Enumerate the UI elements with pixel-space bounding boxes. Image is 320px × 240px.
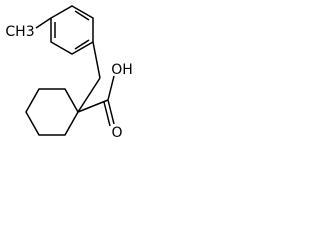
carboxyl-bond — [77, 99, 109, 113]
cyclohexane-ring — [25, 88, 79, 136]
methyl-label: CH3 — [5, 24, 34, 40]
c-oh-bond — [107, 75, 115, 101]
methyl-bond — [35, 17, 52, 29]
benzene-ring — [50, 5, 94, 55]
aromatic-bond — [74, 39, 90, 50]
c-o-double-bond — [107, 99, 115, 125]
carbonyl-label: O — [111, 125, 122, 141]
structure: CH3 OH O — [5, 5, 133, 141]
ch2-bond — [92, 41, 101, 79]
hydroxyl-label: OH — [111, 62, 133, 78]
page: {"labels": {"methyl": "CH3", "hydroxyl":… — [5, 5, 133, 141]
c-o-double-bond — [103, 101, 111, 127]
ch2-bond — [77, 77, 101, 113]
aromatic-bond — [74, 10, 90, 21]
